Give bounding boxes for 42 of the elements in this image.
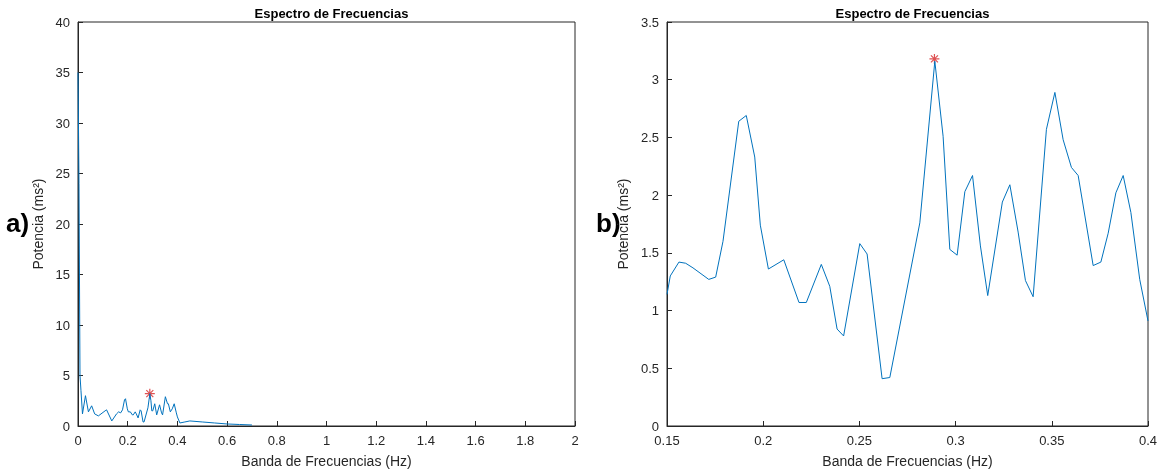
x-tick-label: 1.6 — [466, 433, 485, 448]
x-tick-label: 0.25 — [846, 433, 873, 448]
x-tick-label: 0 — [74, 433, 82, 448]
y-axis-title: Potencia (ms²) — [29, 178, 46, 270]
chart-title: Espectro de Frecuencias — [254, 6, 409, 21]
y-tick-label: 3 — [651, 72, 659, 88]
y-tick-label: 2 — [651, 187, 659, 203]
x-tick-label: 0.6 — [218, 433, 237, 448]
y-tick-label: 0 — [651, 418, 659, 434]
y-tick-label: 20 — [55, 216, 70, 232]
y-tick-label: 0.5 — [640, 360, 659, 376]
x-tick-label: 1.8 — [516, 433, 535, 448]
x-tick-label: 1.2 — [367, 433, 386, 448]
x-tick-label: 1.4 — [416, 433, 435, 448]
y-tick-label: 1 — [651, 303, 659, 319]
x-tick-label: 0.15 — [654, 433, 680, 448]
x-tick-label: 1 — [322, 433, 331, 448]
x-tick-label: 0.4 — [168, 433, 187, 448]
line-series — [77, 72, 253, 426]
x-axis-title: Banda de Frecuencias (Hz) — [241, 453, 412, 469]
y-tick-label: 25 — [55, 166, 70, 181]
y-tick-label: 10 — [55, 317, 70, 333]
x-tick-label: 0.2 — [754, 433, 773, 448]
line-series — [666, 60, 1149, 380]
y-tick-label: 30 — [55, 115, 70, 131]
x-tick-label: 0.8 — [267, 433, 286, 448]
x-tick-label: 0.4 — [1138, 433, 1158, 448]
text: a) — [6, 208, 30, 238]
x-tick-label: 0.2 — [118, 433, 137, 448]
x-tick-label: 0.3 — [946, 433, 965, 448]
y-tick-label: 35 — [55, 65, 70, 80]
chart-title: Espectro de Frecuencias — [835, 6, 990, 21]
y-tick-label: 2.5 — [640, 129, 659, 145]
y-tick-label: 5 — [62, 368, 70, 383]
y-tick-label: 3.5 — [640, 14, 659, 30]
x-tick-label: 2 — [571, 433, 579, 448]
y-tick-label: 40 — [55, 14, 70, 30]
y-tick-label: 1.5 — [640, 245, 659, 261]
x-tick-label: 0.35 — [1039, 433, 1065, 448]
y-tick-label: 15 — [55, 267, 70, 282]
x-axis-title: Banda de Frecuencias (Hz) — [822, 453, 993, 469]
y-tick-label: 0 — [62, 418, 70, 434]
